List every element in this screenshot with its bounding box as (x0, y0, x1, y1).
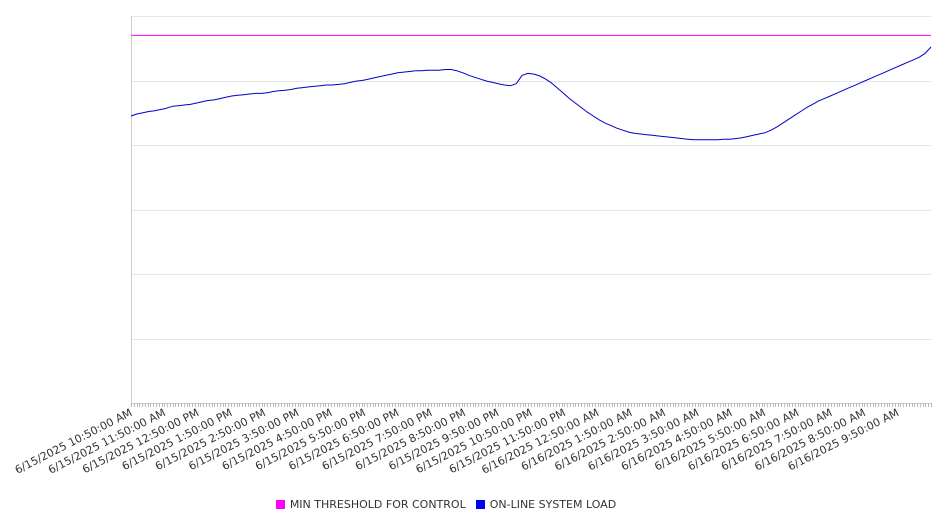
legend-label-min-threshold: MIN THRESHOLD FOR CONTROL (289, 498, 466, 511)
legend-item-system-load[interactable]: ON-LINE SYSTEM LOAD (475, 498, 617, 511)
series-layer (130, 34, 932, 141)
gridlines (131, 16, 931, 340)
x-tick-labels: 6/15/2025 10:50:00 AM6/15/2025 11:50:00 … (13, 406, 901, 477)
legend-swatch-system-load (475, 500, 485, 509)
legend: MIN THRESHOLD FOR CONTROL ON-LINE SYSTEM… (0, 498, 892, 511)
x-minor-ticks (131, 403, 932, 407)
legend-item-min-threshold[interactable]: MIN THRESHOLD FOR CONTROL (275, 498, 466, 511)
legend-label-system-load: ON-LINE SYSTEM LOAD (489, 498, 617, 511)
series-system-load-line[interactable] (130, 46, 932, 141)
legend-swatch-min-threshold (275, 500, 285, 509)
